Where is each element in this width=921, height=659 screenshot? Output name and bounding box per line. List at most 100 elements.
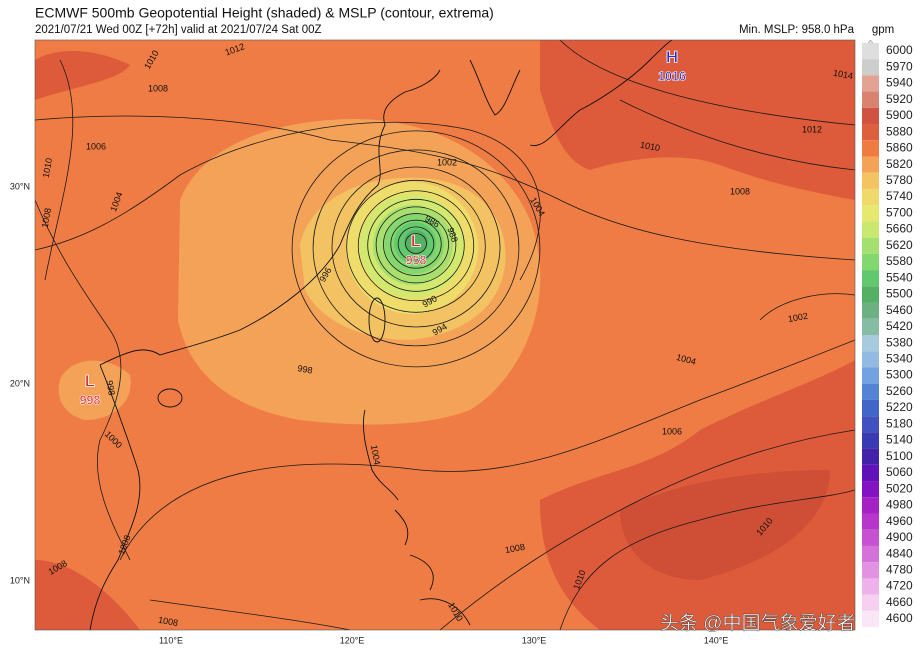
- isobar: [405, 233, 427, 254]
- colorbar-swatch: [862, 335, 879, 352]
- colorbar-swatch: [862, 529, 879, 546]
- colorbar-label: 4840: [886, 546, 913, 560]
- colorbar-swatch: [862, 464, 879, 482]
- colorbar-swatch: [862, 286, 879, 303]
- isobar: [390, 219, 442, 269]
- colorbar-label: 5740: [886, 189, 913, 203]
- colorbar-label: 5780: [886, 173, 913, 187]
- lat-label: 10°N: [10, 575, 30, 585]
- colorbar-swatch: [862, 302, 879, 319]
- colorbar-label: 5620: [886, 238, 913, 252]
- colorbar-label: 5940: [886, 76, 913, 90]
- colorbar-label: 4780: [886, 562, 913, 576]
- colorbar-label: 5460: [886, 303, 913, 317]
- lat-label: 30°N: [10, 181, 30, 191]
- colorbar-swatch: [862, 383, 879, 400]
- lon-label: 120°E: [340, 635, 365, 645]
- contour-label: 1008: [157, 615, 178, 628]
- colorbar-swatch: [862, 318, 879, 335]
- extremum-symbol: H: [666, 47, 678, 66]
- extremum-value: 1016: [658, 69, 686, 83]
- colorbar-label: 5020: [886, 481, 913, 495]
- extremum-symbol: L: [85, 371, 95, 390]
- colorbar-swatch: [862, 432, 879, 449]
- colorbar-label: 5100: [886, 449, 913, 463]
- colorbar-swatch: [862, 513, 879, 530]
- colorbar-swatch: [862, 59, 879, 76]
- colorbar-swatch: [862, 188, 879, 206]
- colorbar-label: 5140: [886, 433, 913, 447]
- colorbar-swatch: [862, 270, 879, 287]
- colorbar-label: 5920: [886, 92, 913, 106]
- colorbar-label: 5060: [886, 465, 913, 479]
- colorbar-swatch: [862, 205, 879, 222]
- colorbar-label: 5900: [886, 108, 913, 122]
- colorbar-swatch: [862, 399, 879, 417]
- contour-label: 1008: [730, 186, 750, 196]
- isobar: [397, 226, 435, 262]
- watermark: 头条 @中国气象爱好者: [660, 612, 856, 634]
- colorbar-unit: gpm: [872, 24, 894, 36]
- colorbar-label: 6000: [886, 43, 913, 57]
- colorbar-label: 5970: [886, 59, 913, 73]
- colorbar-label: 5700: [886, 205, 913, 219]
- colorbar-label: 4980: [886, 498, 913, 512]
- contour-label: 988: [445, 226, 460, 244]
- contour-label: 1014: [832, 68, 853, 81]
- colorbar-label: 5500: [886, 287, 913, 301]
- colorbar-swatch: [862, 594, 879, 611]
- colorbar-label: 5180: [886, 416, 913, 430]
- lon-label: 110°E: [159, 635, 183, 645]
- lon-label: 130°E: [522, 635, 547, 645]
- min-mslp: Min. MSLP: 958.0 hPa: [739, 24, 855, 36]
- colorbar-swatch: [862, 367, 879, 384]
- colorbar-label: 4660: [886, 595, 913, 609]
- extremum-value: 958: [406, 253, 427, 267]
- isobar: [346, 179, 486, 313]
- lon-label: 140°E: [704, 635, 729, 645]
- colorbar-swatch: [862, 448, 879, 465]
- isobar: [375, 206, 457, 284]
- title: ECMWF 500mb Geopotential Height (shaded)…: [35, 5, 494, 21]
- colorbar-label: 5220: [886, 400, 913, 414]
- contour-label: 1006: [662, 426, 682, 436]
- colorbar-label: 4960: [886, 514, 913, 528]
- colorbar-swatch: [862, 124, 879, 141]
- colorbar-label: 5820: [886, 157, 913, 171]
- colorbar-swatch: [862, 172, 879, 189]
- colorbar-label: 5860: [886, 141, 913, 155]
- colorbar-swatch: [862, 610, 879, 628]
- contour-label: 998: [297, 363, 314, 375]
- colorbar-swatch: [862, 221, 879, 238]
- colorbar-swatch: [862, 107, 879, 125]
- colorbar-swatch: [862, 237, 879, 254]
- colorbar-swatch: [862, 91, 879, 108]
- contour-label: 1012: [802, 124, 822, 134]
- colorbar-label: 5340: [886, 352, 913, 366]
- colorbar-swatch: [862, 578, 879, 595]
- extremum-symbol: L: [411, 231, 421, 250]
- colorbar-swatch: [862, 497, 879, 514]
- colorbar-swatch: [862, 416, 879, 433]
- contour-label: 1010: [41, 157, 54, 178]
- contour-label: 1008: [504, 542, 525, 555]
- colorbar-label: 5260: [886, 384, 913, 398]
- isobar: [367, 198, 465, 292]
- contour-label: 1002: [787, 311, 808, 324]
- contour-label: 1008: [148, 83, 168, 93]
- contour-label: 1010: [639, 140, 660, 153]
- colorbar-swatch: [862, 351, 879, 368]
- colorbar-swatch: [862, 253, 879, 271]
- colorbar-label: 5880: [886, 124, 913, 138]
- colorbar-label: 4720: [886, 579, 913, 593]
- isobar: [291, 130, 541, 368]
- colorbar-label: 5420: [886, 319, 913, 333]
- contour-label: 1006: [86, 141, 106, 151]
- subtitle: 2021/07/21 Wed 00Z [+72h] valid at 2021/…: [35, 24, 322, 36]
- colorbar-label: 5300: [886, 368, 913, 382]
- extremum-value: 998: [80, 393, 101, 407]
- colorbar-label: 5580: [886, 254, 913, 268]
- colorbar-swatch: [862, 42, 879, 60]
